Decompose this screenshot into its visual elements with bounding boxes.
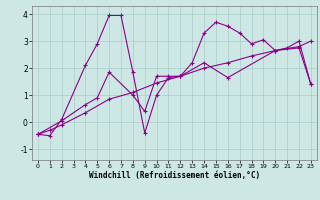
- X-axis label: Windchill (Refroidissement éolien,°C): Windchill (Refroidissement éolien,°C): [89, 171, 260, 180]
